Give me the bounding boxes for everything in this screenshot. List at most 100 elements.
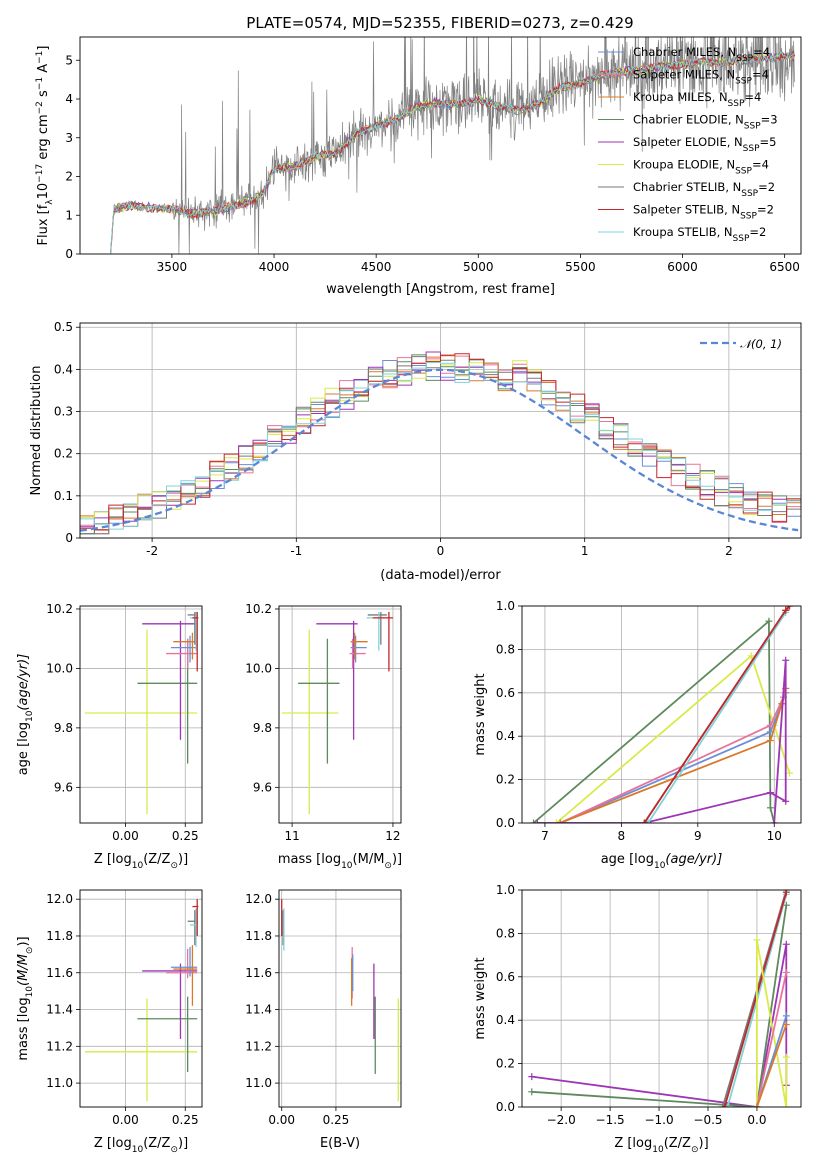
x-axis-label: E(B-V) xyxy=(320,1136,360,1151)
plot-area xyxy=(282,611,393,815)
plot-area xyxy=(110,37,795,254)
legend-entry: Kroupa STELIB, NSSP=2 xyxy=(633,225,766,244)
weight-line xyxy=(531,905,788,1107)
weight-line xyxy=(532,619,776,823)
weight-line xyxy=(647,606,791,823)
x-tick-label: 0 xyxy=(437,544,445,558)
x-tick-label: −2.0 xyxy=(547,1113,576,1127)
y-axis-label: Normed distribution xyxy=(29,366,44,496)
x-axis-label-part: Z [log xyxy=(614,1136,652,1151)
spectrum-panel: 3500 4000 4500 5000 5500 6000 6500 0 1 2 3 4 5 wavele… xyxy=(35,36,802,297)
y-tick-label: 0.0 xyxy=(496,1100,515,1114)
plot-area xyxy=(80,351,801,535)
x-tick-label: 0.25 xyxy=(172,1113,199,1127)
y-axis-label-part: 10 xyxy=(36,183,51,200)
y-axis-label: mass weight xyxy=(473,673,488,755)
x-axis-label-part: Z [log xyxy=(94,852,132,867)
weight-line xyxy=(537,660,787,823)
legend-entry-part: =4 xyxy=(752,158,769,172)
y-tick-label: 0.0 xyxy=(496,816,515,830)
errorbar-point xyxy=(137,996,198,1073)
y-axis-label-part: Flux [f xyxy=(36,204,51,245)
weight-line xyxy=(559,692,787,823)
y-tick-label: 9.8 xyxy=(253,721,272,735)
axes-frame xyxy=(521,889,802,1108)
x-axis-label-part: ⊙ xyxy=(170,1145,178,1155)
y-tick-label: 0.3 xyxy=(54,405,73,419)
legend-entry: Kroupa MILES, NSSP=4 xyxy=(633,90,761,109)
y-tick-label: 0.4 xyxy=(496,1013,515,1027)
x-tick-label: 0.25 xyxy=(323,1113,350,1127)
x-axis-label-part: E(B-V) xyxy=(320,1136,360,1151)
y-axis-label-part: mass [log xyxy=(16,997,31,1060)
x-axis-label-part: Z [log xyxy=(94,1136,132,1151)
axes-frame xyxy=(278,605,402,824)
y-axis-label-part: −2 xyxy=(35,101,45,114)
y-tick-label: 0.2 xyxy=(496,1057,515,1071)
y-tick-label: 11.4 xyxy=(46,1003,73,1017)
x-axis-label: age [log10(age/yr)] xyxy=(601,852,723,871)
legend-entry-part: =3 xyxy=(761,113,778,127)
legend-entry: 𝒩(0, 1) xyxy=(740,337,782,351)
x-axis-label-part: 10 xyxy=(341,861,353,871)
y-tick-label: 11.8 xyxy=(46,929,73,943)
y-axis-label: age [log10(age/yr)] xyxy=(16,654,35,776)
legend-entry: Salpeter STELIB, NSSP=2 xyxy=(633,203,774,222)
errorbar-point xyxy=(350,632,368,660)
x-axis-label-part: mass [log xyxy=(278,852,341,867)
y-axis-label-part: λ xyxy=(45,199,55,205)
plot-area xyxy=(84,899,199,1102)
x-axis-label-part: (Z/Z xyxy=(143,852,170,867)
legend-entry: Kroupa ELODIE, NSSP=4 xyxy=(633,158,769,177)
x-axis-label-part: )] xyxy=(178,1136,188,1151)
y-tick-label: 0.2 xyxy=(496,773,515,787)
y-axis-label-part: age [log xyxy=(16,722,31,775)
y-axis-label-part: −1 xyxy=(35,51,45,64)
errorbar-point xyxy=(173,632,198,660)
x-tick-label: 3500 xyxy=(157,260,188,274)
legend-entry-part: =2 xyxy=(758,180,775,194)
axes-frame xyxy=(278,889,402,1108)
plot-area xyxy=(84,611,199,815)
x-tick-label: 0.00 xyxy=(268,1113,295,1127)
y-axis-label: mass weight xyxy=(473,957,488,1039)
x-axis-label: Z [log10(Z/Z⊙)] xyxy=(94,1136,188,1155)
x-tick-label: 10 xyxy=(767,829,782,843)
histogram-step-line xyxy=(80,353,801,531)
y-axis-label-part: 10 xyxy=(25,710,35,722)
legend-entry-part: SSP xyxy=(743,144,760,154)
y-tick-label: 0.8 xyxy=(496,926,515,940)
weight-line xyxy=(723,891,788,1107)
x-tick-label: 6000 xyxy=(667,260,698,274)
legend-entry-part: Kroupa MILES, N xyxy=(633,90,728,104)
errorbar-point xyxy=(142,963,198,1039)
y-tick-label: 1.0 xyxy=(496,883,515,897)
axes-frame xyxy=(79,889,203,1108)
y-axis-label-part: ⊙ xyxy=(25,947,35,955)
y-tick-label: 11.2 xyxy=(245,1039,272,1053)
y-tick-label: 11.0 xyxy=(245,1076,272,1090)
y-axis-label-part: (age/yr)] xyxy=(16,654,31,711)
residuals-panel: -2 -1 0 1 2 0 0.1 0.2 0.3 0.4 0.5 (data-model)/erro… xyxy=(29,320,802,583)
spectrum-model-line xyxy=(110,51,795,254)
mass-vs-ebv-panel: 0.00 0.25 11.0 11.2 11.4 11.6 11.8 12.0 E(B-V) xyxy=(245,889,402,1151)
y-tick-label: 12.0 xyxy=(46,892,73,906)
y-tick-label: 12.0 xyxy=(245,892,272,906)
legend-entry-part: =5 xyxy=(760,135,777,149)
x-axis-label-part: ⊙ xyxy=(691,1145,699,1155)
errorbar-point xyxy=(316,620,358,740)
y-tick-label: 0.4 xyxy=(54,362,73,376)
y-tick-label: 0.5 xyxy=(54,320,73,334)
axes-frame xyxy=(521,605,802,824)
y-tick-label: 11.4 xyxy=(245,1003,272,1017)
legend-entry-part: Chabrier ELODIE, N xyxy=(633,113,744,127)
y-tick-label: 2 xyxy=(65,170,73,184)
y-axis-label-part: (M/M xyxy=(16,954,31,986)
legend-entry-part: Kroupa ELODIE, N xyxy=(633,158,735,172)
x-tick-label: 12 xyxy=(385,829,400,843)
errorbar-point xyxy=(142,620,198,740)
x-tick-label: −1.5 xyxy=(596,1113,625,1127)
y-tick-label: 0.8 xyxy=(496,642,515,656)
